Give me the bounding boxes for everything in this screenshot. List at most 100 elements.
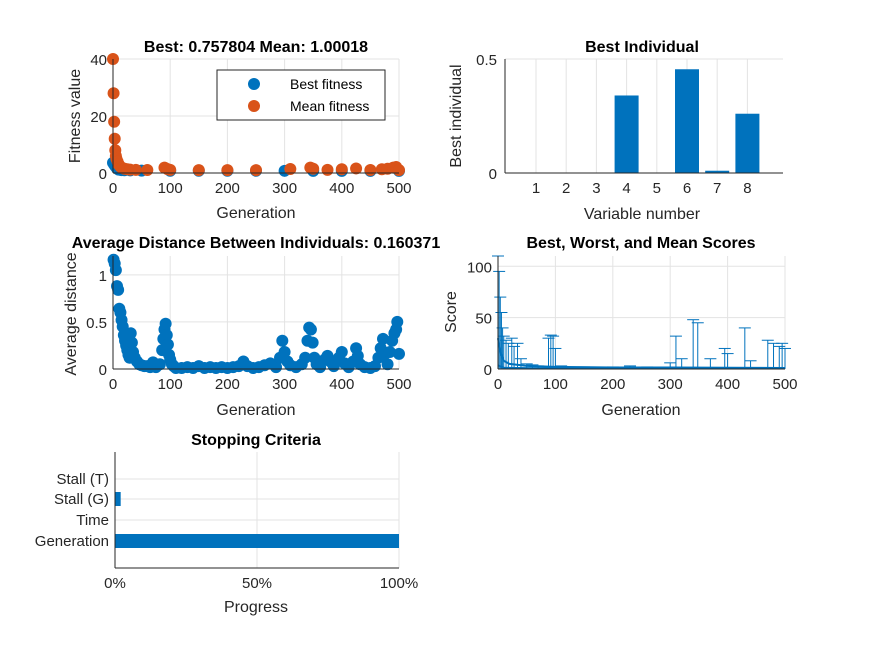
x-tick-label: 0 bbox=[109, 376, 117, 393]
x-tick-label: 500 bbox=[386, 376, 411, 393]
distance-point bbox=[161, 338, 174, 351]
distance-point bbox=[112, 283, 125, 296]
y-tick-label: 0 bbox=[99, 166, 107, 183]
x-tick-label: 500 bbox=[386, 180, 411, 197]
scores-title: Best, Worst, and Mean Scores bbox=[526, 235, 755, 252]
avg-distance-title: Average Distance Between Individuals: 0.… bbox=[72, 235, 441, 252]
fitness-plot: Best: 0.757804 Mean: 1.00018 Generation … bbox=[67, 39, 412, 222]
distance-point bbox=[109, 264, 122, 277]
x-tick-label: 400 bbox=[329, 180, 354, 197]
x-tick-label: 400 bbox=[329, 376, 354, 393]
mean-fitness-point bbox=[108, 115, 121, 128]
criterion-label: Generation bbox=[35, 533, 109, 550]
y-tick-label: 40 bbox=[90, 52, 107, 69]
mean-fitness-point bbox=[393, 164, 405, 177]
criterion-label: Stall (T) bbox=[57, 471, 110, 488]
mean-fitness-point bbox=[192, 164, 205, 177]
x-tick-label: 100 bbox=[158, 376, 183, 393]
x-tick-label: 200 bbox=[215, 180, 240, 197]
x-tick-label: 300 bbox=[658, 376, 683, 393]
distance-point bbox=[160, 329, 173, 342]
distance-point bbox=[306, 336, 319, 349]
distance-point bbox=[125, 336, 138, 349]
y-tick-label: 50 bbox=[475, 311, 492, 328]
x-tick-label: 7 bbox=[713, 180, 721, 197]
mean-fitness-point bbox=[107, 87, 120, 100]
mean-fitness-point bbox=[164, 163, 177, 176]
bar-variable-6 bbox=[675, 69, 699, 173]
mean-fitness-point bbox=[364, 164, 377, 177]
distance-point bbox=[383, 346, 396, 359]
fitness-legend: Best fitness Mean fitness bbox=[216, 69, 386, 121]
legend-box bbox=[216, 69, 386, 121]
criterion-label: Time bbox=[76, 512, 109, 529]
best-individual-ylabel: Best individual bbox=[448, 64, 465, 167]
mean-fitness-point bbox=[141, 164, 154, 177]
distance-point bbox=[381, 358, 394, 371]
avg-distance-xlabel: Generation bbox=[216, 402, 295, 419]
avg-distance-plot: Average Distance Between Individuals: 0.… bbox=[63, 235, 440, 419]
y-tick-label: 0 bbox=[489, 166, 497, 183]
best-individual-plot: Best Individual Variable number Best ind… bbox=[448, 39, 783, 223]
fitness-xlabel: Generation bbox=[216, 205, 295, 222]
mean-fitness-point bbox=[307, 162, 320, 175]
mean-fitness-point bbox=[108, 132, 121, 145]
distance-point bbox=[299, 351, 312, 364]
best-individual-title: Best Individual bbox=[585, 39, 699, 56]
distance-point bbox=[278, 346, 291, 359]
y-tick-label: 0.5 bbox=[86, 315, 107, 332]
x-tick-label: 100 bbox=[158, 180, 183, 197]
legend-best-label: Best fitness bbox=[290, 76, 362, 92]
mean-fitness-point bbox=[350, 162, 363, 175]
legend-mean-marker bbox=[248, 100, 260, 112]
x-tick-label: 0 bbox=[494, 376, 502, 393]
distance-point bbox=[376, 332, 389, 345]
x-tick-label: 1 bbox=[532, 180, 540, 197]
mean-fitness-point bbox=[321, 163, 334, 176]
distance-point bbox=[159, 317, 172, 330]
x-tick-label: 5 bbox=[653, 180, 661, 197]
distance-point bbox=[335, 346, 348, 359]
avg-distance-ylabel: Average distance bbox=[63, 252, 80, 375]
x-tick-label: 200 bbox=[600, 376, 625, 393]
x-tick-label: 300 bbox=[272, 180, 297, 197]
progress-bar bbox=[115, 534, 399, 548]
x-tick-label: 300 bbox=[272, 376, 297, 393]
mean-fitness-point bbox=[221, 164, 234, 177]
x-tick-label: 400 bbox=[715, 376, 740, 393]
legend-best-marker bbox=[248, 78, 260, 90]
y-tick-label: 20 bbox=[90, 109, 107, 126]
x-tick-label: 200 bbox=[215, 376, 240, 393]
distance-point bbox=[124, 327, 137, 340]
y-tick-label: 0 bbox=[99, 362, 107, 379]
x-tick-label: 0 bbox=[109, 180, 117, 197]
fitness-title: Best: 0.757804 Mean: 1.00018 bbox=[144, 39, 368, 56]
distance-point bbox=[304, 323, 317, 336]
x-tick-label: 500 bbox=[772, 376, 797, 393]
x-tick-label: 8 bbox=[743, 180, 751, 197]
stopping-criteria-plot: Stopping Criteria Progress 0% 50% 100% Stal… bbox=[35, 432, 418, 616]
progress-bar bbox=[115, 492, 121, 506]
distance-point bbox=[276, 334, 289, 347]
stopping-title: Stopping Criteria bbox=[191, 432, 321, 449]
bar-variable-7 bbox=[705, 170, 730, 173]
mean-fitness-point bbox=[250, 164, 262, 177]
criterion-label: Stall (G) bbox=[54, 491, 109, 508]
y-tick-label: 0.5 bbox=[476, 52, 497, 69]
distance-point bbox=[153, 358, 166, 371]
y-tick-label: 100 bbox=[467, 259, 492, 276]
best-score-line bbox=[497, 364, 785, 370]
mean-fitness-point bbox=[335, 163, 348, 176]
x-tick-label: 4 bbox=[622, 180, 630, 197]
best-individual-xlabel: Variable number bbox=[584, 206, 701, 223]
x-tick-label: 50% bbox=[242, 575, 272, 592]
bar-variable-4 bbox=[614, 95, 639, 173]
y-tick-label: 1 bbox=[99, 268, 107, 285]
bar-variable-8 bbox=[735, 113, 760, 173]
mean-fitness-point bbox=[129, 163, 142, 176]
stopping-xlabel: Progress bbox=[224, 599, 288, 616]
distance-point bbox=[270, 361, 283, 374]
scores-xlabel: Generation bbox=[601, 402, 680, 419]
x-tick-label: 6 bbox=[683, 180, 691, 197]
